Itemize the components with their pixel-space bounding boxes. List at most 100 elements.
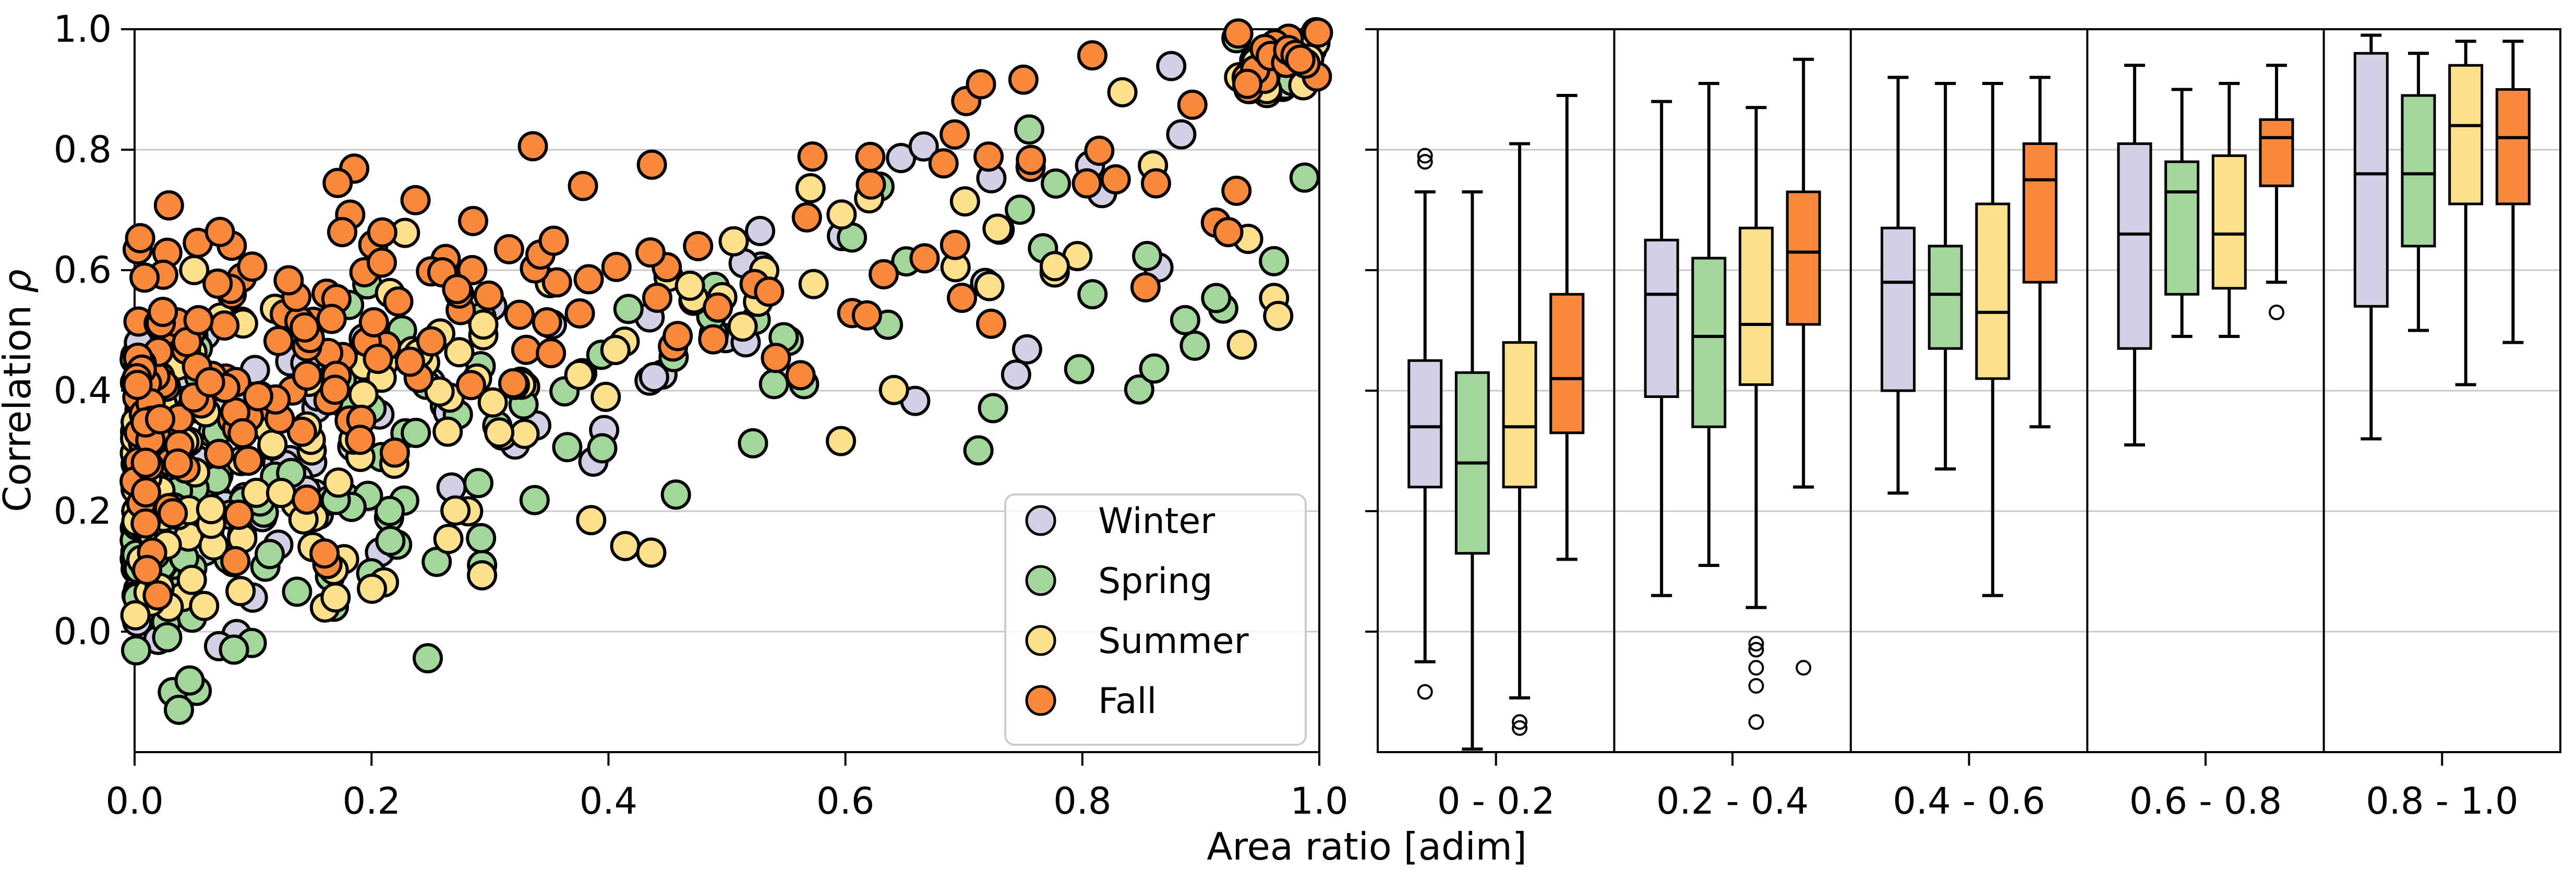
scatter-point <box>974 271 1005 301</box>
scatter-point <box>432 416 463 447</box>
scatter-point <box>660 479 691 510</box>
scatter-point <box>413 643 443 673</box>
scatter-point <box>1213 217 1244 247</box>
scatter-point <box>223 499 254 530</box>
outlier-point <box>1417 148 1433 164</box>
outlier-point <box>1796 660 1812 676</box>
scatter-point <box>759 369 789 400</box>
scatter-point <box>1012 334 1042 365</box>
outlier-point <box>1748 636 1764 652</box>
scatter-point <box>1285 44 1316 75</box>
scatter-point <box>663 321 693 352</box>
scatter-point <box>227 418 258 449</box>
box-spring-bin4 <box>2164 160 2200 296</box>
outlier-point <box>2268 304 2284 320</box>
y-tick-label: 0.2 <box>54 490 112 533</box>
scatter-point <box>1008 64 1039 95</box>
scatter-point <box>636 149 667 180</box>
scatter-point <box>797 141 828 172</box>
bin-label: 0.6 - 0.8 <box>2129 780 2282 823</box>
scatter-point <box>909 243 940 274</box>
scatter-point <box>400 185 431 215</box>
scatter-point <box>683 231 714 261</box>
outlier-point <box>1748 714 1764 730</box>
scatter-point <box>327 217 357 247</box>
legend-box <box>1004 493 1307 746</box>
legend-label-summer: Summer <box>1098 621 1249 662</box>
box-series-spring <box>1454 52 2436 751</box>
scatter-point <box>416 326 447 357</box>
scatter-point <box>468 309 499 340</box>
scatter-point <box>826 199 857 230</box>
scatter-point <box>292 360 322 391</box>
y-tick-label: 0.4 <box>54 369 112 412</box>
scatter-point <box>1107 77 1138 107</box>
scatter-point <box>791 202 822 233</box>
scatter-point <box>1289 162 1320 193</box>
bin-label: 0.8 - 1.0 <box>2366 780 2518 823</box>
outlier-point <box>1748 642 1764 658</box>
scatter-point <box>600 335 631 365</box>
scatter-point <box>573 264 604 295</box>
legend-marker-fall <box>1025 685 1056 716</box>
scatter-point <box>463 468 493 499</box>
scatter-point <box>642 282 672 313</box>
scatter-point <box>142 580 173 611</box>
scatter-point <box>189 590 220 621</box>
scatter-point <box>220 546 251 576</box>
outlier-point <box>1417 154 1433 170</box>
scatter-point <box>290 312 320 343</box>
scatter-point <box>266 478 296 509</box>
box-summer-bin2 <box>1738 226 1774 386</box>
scatter-series-fall <box>119 17 1333 611</box>
scatter-point <box>183 305 214 335</box>
scatter-point <box>1170 305 1200 335</box>
box-summer-bin3 <box>1975 202 2011 380</box>
scatter-point <box>532 307 562 337</box>
scatter-point <box>591 381 621 412</box>
scatter-point <box>613 294 644 324</box>
scatter-point <box>519 485 550 515</box>
y-axis-label: Correlation ρ <box>0 269 39 512</box>
scatter-point <box>982 213 1013 244</box>
scatter-point <box>1084 136 1115 166</box>
scatter-point <box>908 131 939 162</box>
scatter-point <box>323 467 354 498</box>
scatter-point <box>130 508 161 539</box>
scatter-point <box>517 131 548 162</box>
scatter-point <box>1077 279 1108 310</box>
box-series-fall <box>1549 40 2531 676</box>
scatter-point <box>243 381 273 412</box>
box-fall-bin2 <box>1786 190 1821 326</box>
scatter-point <box>963 435 994 466</box>
scatter-point <box>947 283 977 313</box>
scatter-point <box>538 225 569 256</box>
scatter-point <box>358 307 389 337</box>
outlier-point <box>1417 684 1433 700</box>
scatter-point <box>164 694 194 725</box>
box-fall-bin3 <box>2023 142 2058 284</box>
scatter-point <box>869 259 899 289</box>
scatter-point <box>509 418 540 449</box>
legend-label-spring: Spring <box>1098 561 1212 602</box>
y-tick-label: 0.8 <box>54 128 112 171</box>
scatter-point <box>1166 119 1197 150</box>
scatter-point <box>1226 329 1257 360</box>
scatter-point <box>1040 251 1070 282</box>
legend-marker-spring <box>1025 565 1056 596</box>
scatter-point <box>855 141 886 172</box>
scatter-point <box>856 169 886 200</box>
box-winter-bin2 <box>1644 238 1679 398</box>
scatter-point <box>225 576 256 607</box>
scatter-point <box>564 359 595 390</box>
scatter-point <box>1221 175 1252 206</box>
scatter-point <box>498 368 528 398</box>
scatter-point <box>636 537 667 568</box>
scatter-point <box>826 426 856 456</box>
scatter-point <box>639 361 669 392</box>
scatter-point <box>940 119 970 150</box>
scatter-point <box>122 370 153 400</box>
scatter-point <box>379 437 410 468</box>
box-summer-bin1 <box>1502 341 1537 489</box>
